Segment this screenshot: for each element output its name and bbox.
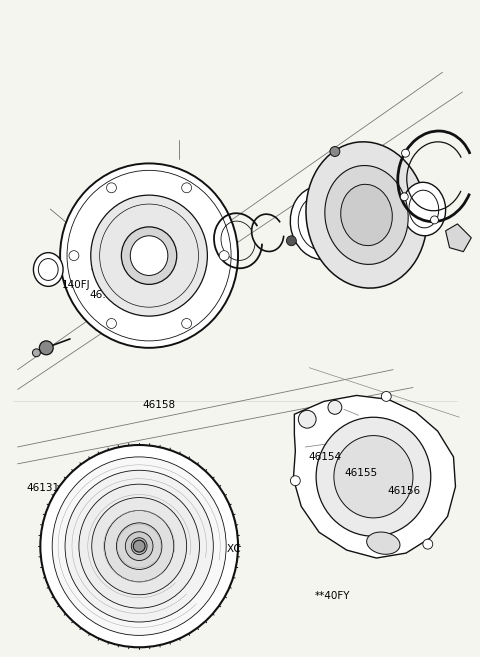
Ellipse shape: [79, 484, 200, 608]
Text: 46158: 46158: [143, 400, 176, 411]
Text: 46154: 46154: [309, 453, 342, 463]
Circle shape: [290, 476, 300, 486]
Text: **40FY: **40FY: [315, 591, 350, 600]
Circle shape: [400, 193, 408, 201]
Ellipse shape: [91, 195, 207, 316]
Text: 46113: 46113: [155, 561, 188, 572]
Circle shape: [107, 319, 117, 328]
Circle shape: [107, 183, 117, 193]
Text: 46156: 46156: [387, 486, 420, 496]
Ellipse shape: [316, 417, 431, 536]
Ellipse shape: [92, 497, 187, 595]
Circle shape: [330, 147, 340, 156]
Ellipse shape: [40, 445, 238, 647]
Ellipse shape: [65, 470, 213, 622]
Text: 46:57: 46:57: [90, 290, 120, 300]
Circle shape: [182, 319, 192, 328]
Circle shape: [381, 392, 391, 401]
Ellipse shape: [52, 457, 226, 635]
Ellipse shape: [334, 436, 413, 518]
Circle shape: [298, 411, 316, 428]
Circle shape: [69, 251, 79, 261]
Ellipse shape: [402, 182, 445, 236]
Ellipse shape: [105, 510, 174, 582]
Ellipse shape: [341, 185, 392, 246]
Polygon shape: [445, 224, 471, 252]
Text: 16011XC: 16011XC: [195, 544, 242, 554]
Ellipse shape: [131, 537, 147, 555]
Circle shape: [328, 400, 342, 415]
Ellipse shape: [325, 166, 408, 264]
Ellipse shape: [121, 227, 177, 284]
Text: 46131: 46131: [26, 483, 60, 493]
Ellipse shape: [306, 142, 427, 288]
Ellipse shape: [34, 253, 63, 286]
Polygon shape: [293, 396, 456, 558]
Circle shape: [219, 251, 229, 261]
Text: 46155: 46155: [345, 468, 378, 478]
Ellipse shape: [130, 236, 168, 275]
Circle shape: [182, 183, 192, 193]
Ellipse shape: [117, 523, 162, 570]
Text: 46132: 46132: [174, 521, 207, 531]
Circle shape: [423, 539, 433, 549]
Circle shape: [402, 149, 409, 157]
Text: 45100: 45100: [91, 263, 123, 273]
Circle shape: [287, 236, 296, 246]
Text: 140FJ: 140FJ: [62, 280, 91, 290]
Text: 46153: 46153: [188, 532, 221, 542]
Circle shape: [39, 341, 53, 355]
Ellipse shape: [60, 164, 238, 348]
Circle shape: [431, 216, 438, 224]
Circle shape: [33, 349, 40, 357]
Ellipse shape: [125, 532, 153, 560]
Ellipse shape: [133, 540, 145, 552]
Ellipse shape: [290, 187, 352, 260]
Ellipse shape: [367, 532, 400, 555]
